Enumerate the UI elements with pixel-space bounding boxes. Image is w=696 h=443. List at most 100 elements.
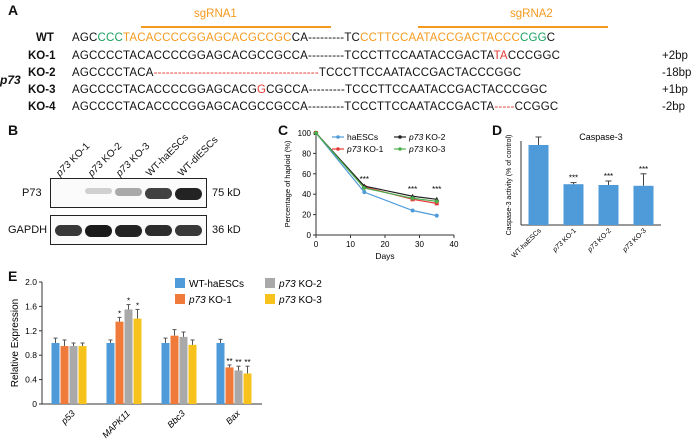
y-tick-label: 1.6 xyxy=(25,301,37,311)
legend-label: p73 KO-2 xyxy=(278,279,322,290)
category-label: WT-haESCs xyxy=(511,227,544,260)
legend-swatch xyxy=(175,278,185,288)
sequence-name: KO-2 xyxy=(28,67,56,79)
sequence-name: KO-1 xyxy=(28,50,56,62)
bar xyxy=(528,145,549,225)
y-tick-label: 100 xyxy=(298,129,312,138)
legend-label: p73 KO-1 xyxy=(188,295,232,306)
x-axis-label: Days xyxy=(375,251,394,261)
sequence-segment: AGCCCCTACA xyxy=(72,67,154,79)
panel-c-label: C xyxy=(278,122,289,138)
significance-label: ** xyxy=(226,357,232,366)
panel-d-label: D xyxy=(492,122,503,138)
y-tick-label: 1.2 xyxy=(25,326,37,336)
sequence-highlight: ----------------------------------------… xyxy=(153,67,319,79)
blot-band xyxy=(85,225,112,237)
bar xyxy=(69,346,78,404)
category-label: Bax xyxy=(224,408,242,426)
sequence-highlight: ----- xyxy=(494,101,515,113)
significance-label: * xyxy=(136,301,139,310)
bar xyxy=(115,321,124,404)
blot-size-label: 75 kD xyxy=(212,187,241,199)
legend-marker xyxy=(336,135,340,139)
x-tick-label: 20 xyxy=(381,240,390,249)
legend-label: p73 KO-1 xyxy=(346,144,384,154)
blot-band xyxy=(115,188,142,196)
sequence-text: AGCCCCTACACCCCGGAGCACGGCGCCA---------TCC… xyxy=(72,84,547,96)
blot-membrane xyxy=(50,215,207,245)
chart-title: Caspase-3 xyxy=(579,132,623,142)
sgrna2-label: sgRNA2 xyxy=(510,8,553,20)
bar xyxy=(243,373,252,404)
bar xyxy=(78,346,87,404)
legend-marker xyxy=(398,147,402,151)
bar xyxy=(51,343,60,404)
blot-band xyxy=(85,188,112,195)
significance-label: *** xyxy=(360,175,369,184)
sequence-segment: AGCCCCTACACCCCGGAGCACGCCGCCA---------TCC… xyxy=(72,50,494,62)
legend-swatch xyxy=(265,278,275,288)
sequence-segment: AGC xyxy=(72,32,98,44)
x-tick-label: 0 xyxy=(314,240,319,249)
sequence-highlight: CGG xyxy=(519,32,547,44)
legend-marker xyxy=(336,147,340,151)
lane-text: KO-3 xyxy=(126,140,153,168)
indel-note: +1bp xyxy=(662,84,688,96)
significance-label: * xyxy=(118,309,121,318)
bar xyxy=(124,309,133,404)
significance-label: *** xyxy=(639,165,648,174)
y-axis-label: Relative Expression xyxy=(10,299,21,387)
blot-band xyxy=(55,225,82,237)
y-tick-label: 80 xyxy=(302,149,311,158)
x-tick-label: 10 xyxy=(346,240,355,249)
blot-protein-label: P73 xyxy=(22,187,42,199)
sequence-text: AGCCCCTACA------------------------------… xyxy=(72,67,521,79)
data-point xyxy=(361,185,367,191)
bar xyxy=(106,343,115,404)
sequence-highlight: G xyxy=(257,84,267,96)
sequence-text: AGCCCCTACACCCCGGAGCACGCCGCCA---------TCC… xyxy=(72,50,560,62)
significance-label: * xyxy=(127,297,130,306)
blot-protein-label: GAPDH xyxy=(8,224,48,236)
sequence-segment: CGCCA---------TCCCTTCCAATACCGACTACCCGGC xyxy=(266,84,548,96)
legend-label: WT-haESCs xyxy=(189,279,244,290)
data-point xyxy=(434,213,439,218)
sequence-segment: AGCCCCTACACCCCGGAGCACGCCGCCA---------TCC… xyxy=(72,101,495,113)
sgrna2-line xyxy=(418,26,608,28)
sequence-highlight: CCC xyxy=(97,32,124,44)
y-tick-label: 0 xyxy=(32,399,37,409)
bar xyxy=(234,370,243,404)
sequence-text: AGCCCCTACACCCCGGAGCACGCCGCCA---------TCC… xyxy=(72,101,558,113)
sequence-text: AGCCCCTACACCCCGGAGCACGCCGCCA---------TCC… xyxy=(72,32,555,44)
legend-marker xyxy=(398,135,402,139)
data-point xyxy=(362,190,367,195)
sequence-name: WT xyxy=(36,32,54,44)
sequence-highlight: TACACCCCGGAGCACGCCGC xyxy=(123,32,292,44)
y-tick-label: 2.0 xyxy=(25,277,37,287)
y-tick-label: 0.8 xyxy=(25,350,37,360)
data-point xyxy=(313,130,319,136)
panel-b-label: B xyxy=(8,122,19,138)
caspase-bar-chart: Caspase-3 Caspase-3 activity (% of contro… xyxy=(506,132,661,260)
legend-swatch xyxy=(265,294,275,304)
blot-band xyxy=(115,225,142,237)
y-tick-label: 0.4 xyxy=(25,375,37,385)
bar xyxy=(161,343,170,404)
significance-label: *** xyxy=(569,174,578,183)
category-label: p73 KO-1 xyxy=(551,227,578,254)
sequence-name: KO-4 xyxy=(28,101,56,113)
y-axis-label: Caspase-3 activity (% of control) xyxy=(506,135,513,236)
sequence-segment: C xyxy=(546,32,556,44)
bar xyxy=(179,336,188,404)
y-tick-label: 20 xyxy=(302,211,311,220)
gene-label: p73 xyxy=(0,73,21,87)
blot-band xyxy=(175,188,202,200)
legend-swatch xyxy=(175,294,185,304)
series-line xyxy=(315,132,437,202)
significance-label: ** xyxy=(244,358,250,367)
x-tick-label: 40 xyxy=(450,240,459,249)
sequence-highlight: TA xyxy=(493,50,508,62)
blot-membrane xyxy=(50,178,207,208)
significance-label: *** xyxy=(604,172,613,181)
indel-note: +2bp xyxy=(662,50,688,62)
